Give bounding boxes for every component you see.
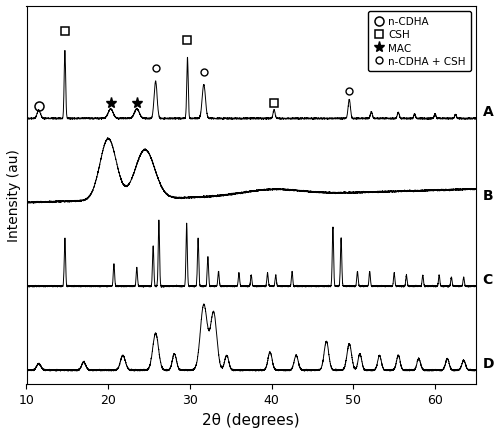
Text: A: A (482, 104, 493, 118)
Text: C: C (482, 272, 492, 286)
Y-axis label: Intensity (au): Intensity (au) (7, 149, 21, 242)
Text: D: D (482, 356, 494, 370)
Text: B: B (482, 188, 493, 202)
Legend: n-CDHA, CSH, MAC, n-CDHA + CSH: n-CDHA, CSH, MAC, n-CDHA + CSH (368, 12, 470, 72)
X-axis label: 2θ (degrees): 2θ (degrees) (202, 412, 300, 427)
